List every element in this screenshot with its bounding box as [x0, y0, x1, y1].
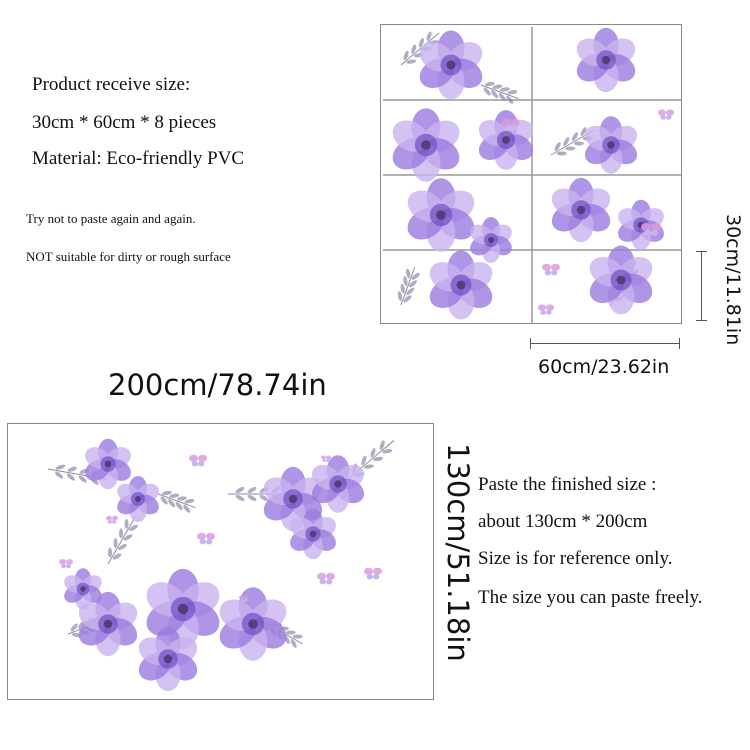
leaf-icon [107, 516, 138, 565]
flower-icon [146, 568, 220, 650]
flower-icon [419, 30, 483, 100]
flower-icon [64, 568, 102, 610]
butterfly-icon [239, 595, 249, 602]
butterfly-icon [317, 572, 335, 585]
leaf-icon [397, 267, 420, 306]
sheet-height-label: 30cm/11.81in [722, 214, 744, 346]
butterfly-icon [189, 454, 207, 467]
flower-icon [584, 116, 638, 174]
butterfly-icon [106, 515, 118, 524]
finished-info-4: The size you can paste freely. [478, 587, 703, 608]
receive-size-value: 30cm * 60cm * 8 pieces [32, 112, 217, 133]
butterfly-icon [59, 559, 73, 569]
flower-icon [138, 626, 198, 692]
flower-icon [429, 250, 493, 320]
width-dimension-cap [530, 338, 531, 349]
flower-icon [117, 476, 159, 522]
flower-icon [576, 27, 636, 93]
width-dimension-cap [679, 338, 680, 349]
flower-icon [85, 438, 131, 490]
height-dimension-cap [696, 251, 707, 252]
leaf-icon [157, 490, 196, 513]
sheet-artwork [383, 27, 681, 323]
material-text: Material: Eco-friendly PVC [32, 148, 245, 169]
finished-height-label: 130cm/51.18in [441, 443, 475, 662]
sheet-width-label: 60cm/23.62in [538, 356, 670, 378]
flower-icon [263, 466, 323, 532]
flower-icon [407, 178, 475, 252]
flower-icon [78, 591, 138, 657]
flower-icon [392, 108, 460, 182]
finished-width-label: 200cm/78.74in [108, 368, 327, 402]
flower-icon [290, 508, 336, 560]
butterfly-icon [502, 118, 520, 131]
butterfly-icon [641, 223, 661, 236]
butterfly-icon [542, 263, 560, 276]
note-repaste: Try not to paste again and again. [26, 211, 196, 226]
butterfly-icon [538, 304, 554, 315]
butterfly-icon [364, 567, 382, 580]
flower-icon [551, 177, 611, 243]
butterfly-icon [197, 532, 215, 545]
finished-info-2: about 130cm * 200cm [478, 511, 648, 532]
finished-preview [7, 423, 434, 700]
flower-icon [478, 110, 534, 170]
butterfly-icon [321, 455, 331, 462]
flower-icon [219, 587, 287, 661]
height-dimension-line [701, 251, 702, 320]
finished-info-3: Size is for reference only. [478, 548, 673, 569]
finished-artwork [47, 438, 395, 692]
receive-size-label: Product receive size: [32, 74, 191, 95]
leaf-icon [480, 81, 519, 104]
note-surface: NOT suitable for dirty or rough surface [26, 249, 231, 264]
flower-icon [589, 245, 653, 315]
finished-info-1: Paste the finished size : [478, 474, 657, 495]
height-dimension-cap [696, 320, 707, 321]
butterfly-icon [658, 109, 674, 120]
flower-icon [470, 217, 512, 263]
width-dimension-line [530, 343, 680, 344]
flower-icon [311, 455, 365, 513]
sheet-preview [380, 24, 682, 324]
